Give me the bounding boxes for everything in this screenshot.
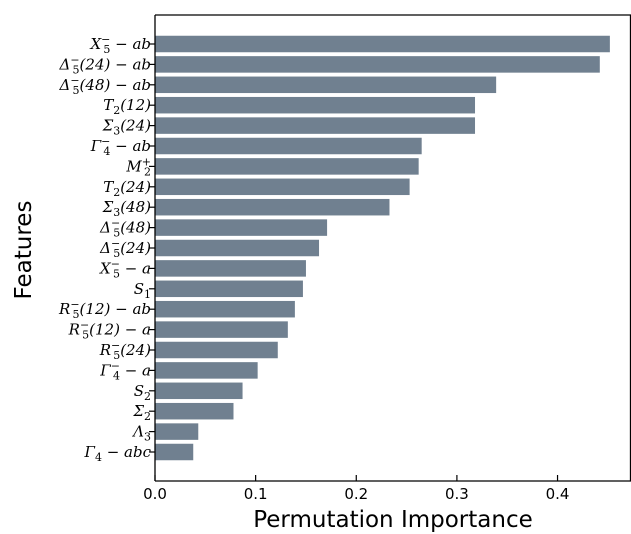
bar-3 [155, 96, 476, 114]
bar-19 [155, 423, 199, 440]
y-ticks-group: X− 5 − abΔ− 5(24) − abΔ− 5(48) − abT2(12)Σ3… [58, 33, 155, 464]
y-tick-label: Γ4 − abc [84, 443, 152, 464]
y-tick-label: R− 5(12) − a [68, 319, 151, 342]
y-tick-label: R− 5(12) − ab [58, 298, 151, 321]
y-tick-label: Λ3 [131, 423, 151, 444]
bar-4 [155, 117, 476, 134]
bar-16 [155, 362, 258, 379]
bar-14 [155, 321, 288, 338]
y-axis-title: Features [11, 201, 37, 300]
y-tick-label: Σ3(48) [102, 198, 152, 219]
y-tick-label: Γ− 4 − a [99, 359, 151, 382]
bar-7 [155, 178, 410, 196]
x-tick-label: 0.1 [244, 485, 268, 503]
y-tick-label: Σ3(24) [102, 117, 152, 138]
y-tick-label: Δ− 5(24) [99, 237, 151, 260]
bar-1 [155, 56, 600, 73]
x-ticks-group: 0.0 0.1 0.2 0.3 0.4 [143, 475, 569, 503]
y-tick-label: Γ− 4 − ab [90, 135, 151, 158]
y-tick-label: Δ− 5(48) − ab [58, 74, 151, 97]
bar-10 [155, 239, 320, 257]
y-tick-label: T2(12) [103, 96, 151, 117]
bar-17 [155, 382, 243, 400]
bar-5 [155, 137, 422, 155]
y-tick-label: R− 5(24) [99, 339, 151, 362]
bar-12 [155, 280, 303, 298]
bar-15 [155, 341, 278, 359]
y-tick-label: Σ2 [132, 402, 151, 423]
x-tick-label: 0.2 [344, 485, 368, 503]
x-tick-label: 0.3 [445, 485, 469, 503]
y-tick-label: T2(24) [103, 178, 151, 199]
bar-2 [155, 76, 497, 94]
bar-18 [155, 402, 234, 420]
bar-11 [155, 260, 306, 277]
y-tick-label: S1 [134, 280, 151, 301]
y-tick-label: X− 5 − ab [89, 33, 151, 56]
bar-0 [155, 35, 610, 53]
x-tick-label: 0.0 [143, 485, 167, 503]
bars-group [155, 35, 610, 461]
x-tick-label: 0.4 [546, 485, 570, 503]
y-tick-label: S2 [134, 382, 151, 403]
bar-20 [155, 443, 194, 461]
bar-8 [155, 198, 390, 216]
y-tick-label: X− 5 − a [99, 257, 151, 280]
bar-9 [155, 219, 328, 236]
x-axis-title: Permutation Importance [253, 507, 533, 533]
y-tick-label: Δ− 5(24) − ab [58, 53, 151, 76]
bar-6 [155, 158, 419, 175]
y-tick-label: Δ− 5(48) [99, 217, 151, 240]
bar-13 [155, 300, 295, 318]
y-tick-label: M+ 2 [125, 155, 151, 178]
